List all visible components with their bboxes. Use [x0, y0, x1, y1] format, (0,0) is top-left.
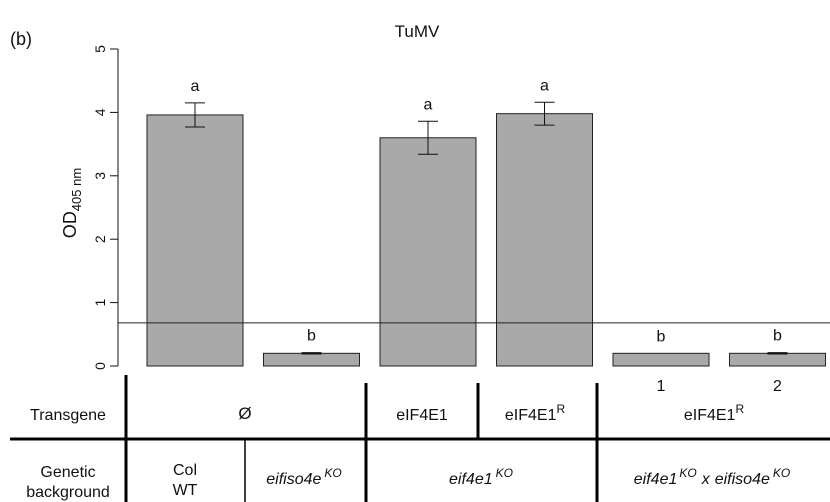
background-eif4e1-sup: KO	[496, 466, 513, 480]
background-double-ko-b: eifiso4e	[715, 471, 770, 488]
y-tick-label-2: 2	[92, 235, 108, 243]
bar-4	[496, 113, 593, 367]
genotype-table: Transgene Genetic background Ø eIF4E1 eI…	[10, 375, 830, 502]
significance-letter-3: a	[424, 96, 433, 113]
background-double-ko-b-sup: KO	[773, 466, 790, 480]
y-tick-label-3: 3	[92, 172, 108, 180]
background-eifiso4e-sup: KO	[324, 466, 341, 480]
transgene-eif4e1: eIF4E1	[396, 407, 448, 424]
bars: a b a a b 1 b 2	[146, 77, 826, 395]
bar-2	[263, 352, 360, 367]
genetic-background-label-2: background	[26, 484, 110, 501]
transgene-eif4e1r-1: eIF4E1R	[505, 402, 566, 424]
background-wt: WT	[173, 482, 198, 499]
significance-letter-6: b	[773, 328, 782, 345]
y-tick-label-5: 5	[92, 45, 108, 53]
significance-letter-5: b	[657, 328, 666, 345]
y-axis-label-sub: 405 nm	[69, 168, 84, 211]
transgene-eif4e1r-1-sup: R	[556, 402, 565, 416]
background-eifiso4e-ko: eifiso4e KO	[266, 466, 342, 488]
y-tick-label-1: 1	[92, 298, 108, 306]
y-axis-label: OD405 nm	[60, 168, 84, 238]
bar-5	[612, 352, 710, 367]
background-double-ko-a: eif4e1	[634, 471, 678, 488]
bar-3	[379, 137, 477, 367]
significance-letter-1: a	[191, 78, 200, 95]
bar-1	[146, 114, 244, 367]
panel-label: (b)	[10, 29, 32, 49]
y-axis: 0 1 2 3 4 5	[92, 45, 119, 370]
y-axis-label-main: OD	[60, 211, 80, 238]
transgene-eif4e1r-2-base: eIF4E1	[684, 407, 736, 424]
bar-6	[729, 352, 826, 367]
y-tick-label-4: 4	[92, 108, 108, 116]
background-eif4e1-base: eif4e1	[449, 471, 493, 488]
y-tick-label-0: 0	[92, 362, 108, 370]
transgene-none: Ø	[238, 404, 251, 423]
transgene-eif4e1r-1-base: eIF4E1	[505, 407, 557, 424]
background-double-ko-a-sup: KO	[679, 466, 696, 480]
background-double-ko: eif4e1 KO x eifiso4e KO	[634, 466, 790, 488]
category-label-6: 2	[773, 378, 782, 395]
background-eif4e1-ko: eif4e1 KO	[449, 466, 513, 488]
category-label-5: 1	[657, 378, 666, 395]
background-double-ko-x: x	[701, 471, 711, 488]
background-eifiso4e-base: eifiso4e	[266, 471, 321, 488]
transgene-eif4e1r-2: eIF4E1R	[684, 402, 745, 424]
chart-title: TuMV	[395, 22, 440, 41]
transgene-label: Transgene	[30, 407, 106, 424]
genetic-background-label-1: Genetic	[40, 464, 95, 481]
significance-letter-2: b	[307, 328, 316, 345]
background-col: Col	[173, 462, 197, 479]
significance-letter-4: a	[540, 77, 549, 94]
transgene-eif4e1r-2-sup: R	[735, 402, 744, 416]
